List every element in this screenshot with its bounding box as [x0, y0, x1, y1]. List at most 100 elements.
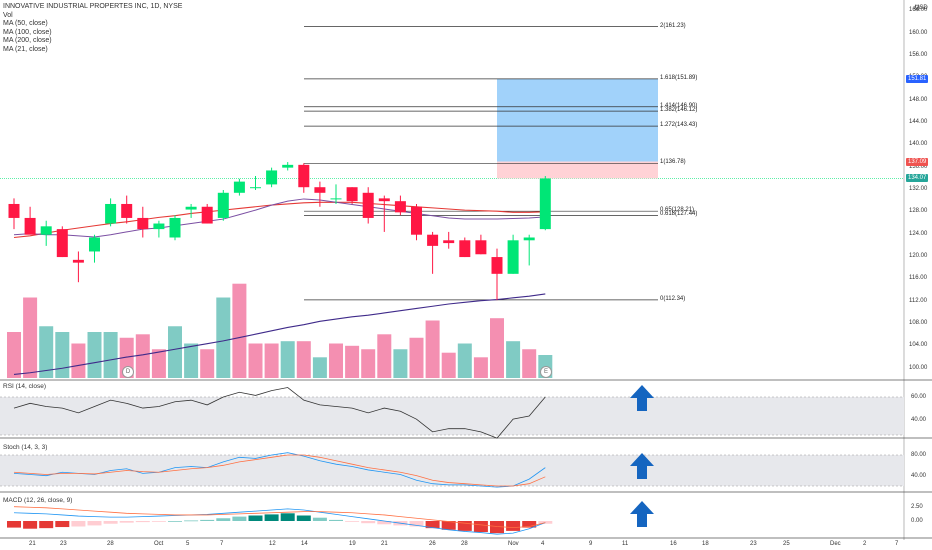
volume-bar — [522, 349, 537, 378]
time-axis-label: 4 — [541, 541, 545, 547]
volume-bar — [473, 357, 488, 378]
price-tag-current: 134.07 — [906, 174, 929, 183]
stop-zone — [497, 161, 658, 179]
time-axis-label: Nov — [508, 541, 519, 547]
macd-histogram-bar — [312, 517, 327, 521]
volume-bar — [103, 332, 118, 378]
price-tick-label: 164.00 — [909, 7, 928, 14]
candle-body — [250, 187, 261, 189]
time-axis-label: 12 — [269, 541, 276, 547]
macd-histogram-bar — [200, 519, 215, 521]
time-axis-label: Dec — [830, 541, 841, 547]
stoch-band — [0, 455, 904, 486]
time-axis-label: 5 — [186, 541, 190, 547]
volume-bar — [264, 343, 279, 378]
time-axis-label: 23 — [60, 541, 67, 547]
macd-histogram-bar — [490, 521, 504, 534]
candle-body — [153, 223, 165, 230]
macd-histogram-bar — [506, 521, 521, 531]
price-tick-label: 112.00 — [909, 297, 927, 304]
macd-histogram-bar — [457, 521, 472, 531]
volume-bar — [39, 326, 54, 378]
legend-vol: Vol — [3, 11, 13, 19]
macd-histogram-bar — [248, 515, 263, 521]
candle-body — [507, 240, 519, 274]
currency-label: USD — [915, 5, 928, 11]
candle-body — [443, 240, 455, 244]
macd-histogram-bar — [151, 521, 166, 522]
candle-body — [523, 237, 535, 241]
macd-histogram-bar — [345, 521, 360, 522]
macd-histogram-bar — [473, 521, 488, 532]
candle-body — [266, 170, 278, 185]
macd-tick-0: 0.00 — [911, 518, 923, 524]
ma-purple-line — [13, 198, 546, 238]
time-axis-label: 11 — [622, 541, 629, 547]
fib-label: 1.618(151.89) — [660, 74, 698, 81]
time-axis-label: 9 — [589, 541, 593, 547]
macd-histogram-bar — [377, 521, 392, 525]
rsi-up-arrow-icon — [630, 385, 654, 411]
fib-label: 1.272(143.43) — [660, 122, 698, 129]
volume-bar — [248, 343, 263, 378]
ma-long-line — [13, 293, 546, 375]
macd-up-arrow-icon — [630, 501, 654, 527]
price-tick-label: 156.00 — [909, 51, 928, 58]
price-tick-label: 104.00 — [909, 342, 928, 349]
time-axis-label: Oct — [154, 541, 164, 547]
dividend-badge[interactable]: D — [122, 366, 134, 378]
fib-label: 1.382(146.12) — [660, 107, 698, 114]
volume-bar — [393, 349, 408, 378]
time-axis-label: 14 — [301, 541, 308, 547]
candle-body — [394, 201, 406, 213]
rsi-label: RSI (14, close) — [3, 383, 46, 390]
macd-histogram-bar — [296, 515, 311, 521]
volume-bar — [312, 357, 327, 378]
stoch-k-line — [13, 452, 546, 488]
legend-ma200: MA (200, close) — [3, 37, 52, 44]
macd-histogram-bar — [425, 521, 440, 529]
volume-bar — [184, 343, 199, 378]
macd-histogram-bar — [135, 521, 150, 523]
price-tag-stop: 137.09 — [906, 157, 929, 166]
rsi-tick-60: 60.00 — [911, 394, 927, 400]
macd-histogram-bar — [39, 521, 54, 529]
legend-ma50: MA (50, close) — [3, 20, 48, 27]
candle-body — [201, 206, 213, 224]
volume-bar — [296, 341, 311, 378]
macd-histogram-bar — [71, 521, 86, 527]
candle-body — [233, 181, 245, 193]
candle-body — [24, 217, 36, 235]
earnings-badge[interactable]: E — [540, 366, 552, 378]
candle-body — [137, 217, 149, 230]
candle-body — [539, 178, 551, 230]
fib-label: 0(112.34) — [660, 295, 686, 302]
candle-body — [491, 257, 503, 274]
stoch-label: Stoch (14, 3, 3) — [3, 444, 48, 451]
macd-histogram-bar — [103, 521, 118, 524]
macd-histogram-bar — [216, 518, 231, 521]
macd-signal-line — [13, 506, 546, 529]
price-tag-target: 151.81 — [906, 75, 929, 84]
candle-body — [169, 217, 181, 238]
candle-body — [40, 226, 52, 235]
candle-body — [8, 203, 20, 218]
candle-body — [89, 237, 100, 252]
stoch-tick-40: 40.00 — [911, 473, 927, 479]
time-axis-label: 18 — [702, 541, 709, 547]
time-axis-label: 21 — [29, 541, 36, 547]
settings-gear-icon[interactable]: ⚙ — [913, 3, 922, 13]
time-axis-label: 28 — [107, 541, 114, 547]
stoch-d-line — [13, 454, 546, 487]
ma-red-line — [13, 201, 546, 239]
candle-body — [427, 234, 439, 246]
volume-bar — [7, 332, 21, 378]
volume-bar — [71, 343, 86, 378]
candle-body — [298, 164, 310, 188]
candle-body — [121, 203, 133, 218]
stoch-up-arrow-icon — [630, 453, 654, 479]
volume-bar — [87, 332, 102, 378]
volume-bar — [151, 349, 166, 378]
volume-bar — [345, 345, 360, 378]
